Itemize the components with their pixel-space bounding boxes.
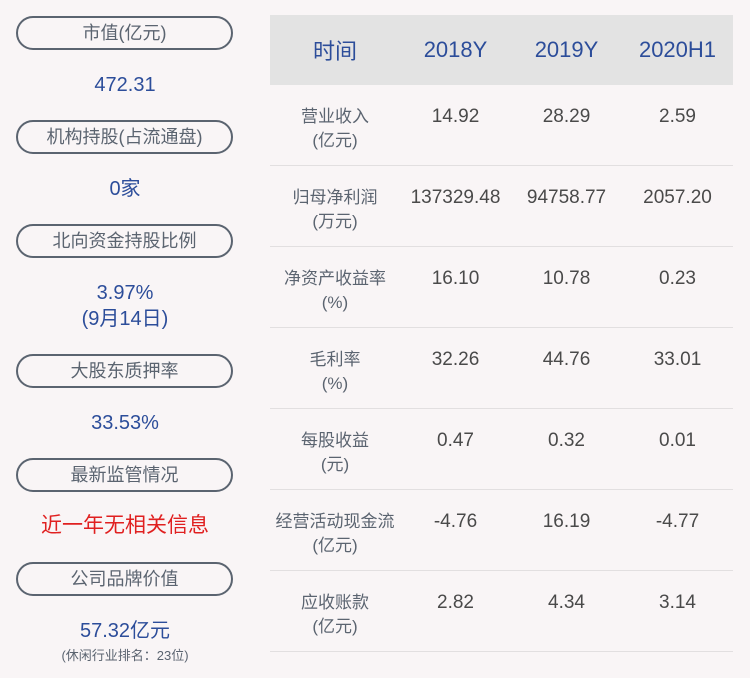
pledge-rate-value: 33.53% [91, 412, 159, 434]
cell-value: 2.82 [437, 592, 474, 613]
market-cap-value: 472.31 [94, 74, 156, 96]
market-cap-label: 市值(亿元) [16, 16, 233, 50]
table-row: 营业收入 (亿元) 14.92 28.29 2.59 [270, 85, 733, 166]
header-2018: 2018Y [423, 37, 488, 62]
metric-name: 应收账款 [301, 593, 369, 612]
cell-value: 32.26 [431, 349, 480, 370]
metric-unit: (万元) [312, 212, 358, 231]
table-row: 毛利率 (%) 32.26 44.76 33.01 [270, 328, 733, 409]
cell-value: 0.23 [659, 268, 696, 289]
northbound-ratio-value: 3.97% [96, 282, 154, 304]
northbound-ratio-label: 北向资金持股比例 [16, 224, 233, 258]
row-label: 净资产收益率 (%) [270, 247, 400, 327]
cell-value: 16.19 [542, 511, 591, 532]
institutional-holding-value: 0家 [109, 178, 141, 200]
cell-value: 33.01 [653, 349, 702, 370]
institutional-holding-label: 机构持股(占流通盘) [16, 120, 233, 154]
regulatory-status-label: 最新监管情况 [16, 458, 233, 492]
metric-name: 毛利率 [309, 350, 361, 369]
table-row: 归母净利润 (万元) 137329.48 94758.77 2057.20 [270, 166, 733, 247]
cell-value: -4.77 [655, 511, 700, 532]
metric-unit: (%) [321, 374, 349, 393]
pledge-rate-label: 大股东质押率 [16, 354, 233, 388]
cell-value: 3.14 [659, 592, 696, 613]
financial-table: 时间 2018Y 2019Y 2020H1 营业收入 (亿元) 14.92 28.29… [270, 15, 733, 652]
row-label: 毛利率 (%) [270, 328, 400, 408]
row-label: 归母净利润 (万元) [270, 166, 400, 246]
row-label: 每股收益 (元) [270, 409, 400, 489]
metric-unit: (亿元) [312, 536, 358, 555]
metric-name: 经营活动现金流 [275, 512, 395, 531]
cell-value: 10.78 [542, 268, 591, 289]
cell-value: 16.10 [431, 268, 480, 289]
row-label: 经营活动现金流 (亿元) [270, 490, 400, 570]
cell-value: 0.32 [548, 430, 585, 451]
metric-name: 每股收益 [301, 431, 369, 450]
metric-name: 归母净利润 [292, 188, 378, 207]
cell-value: 2.59 [659, 106, 696, 127]
row-label: 营业收入 (亿元) [270, 85, 400, 165]
metric-name: 净资产收益率 [284, 269, 386, 288]
cell-value: 2057.20 [643, 187, 712, 208]
header-time: 时间 [312, 39, 357, 64]
metric-unit: (亿元) [312, 131, 358, 150]
table-row: 经营活动现金流 (亿元) -4.76 16.19 -4.77 [270, 490, 733, 571]
row-label: 应收账款 (亿元) [270, 571, 400, 651]
table-row: 净资产收益率 (%) 16.10 10.78 0.23 [270, 247, 733, 328]
table-row: 应收账款 (亿元) 2.82 4.34 3.14 [270, 571, 733, 652]
brand-rank-note: (休闲行业排名：23位) [61, 648, 189, 663]
header-2019: 2019Y [534, 37, 599, 62]
cell-value: -4.76 [433, 511, 478, 532]
brand-value-value: 57.32亿元 [79, 620, 171, 642]
metric-unit: (%) [321, 293, 349, 312]
metric-unit: (元) [320, 455, 350, 474]
metric-name: 营业收入 [301, 107, 369, 126]
brand-value-label: 公司品牌价值 [16, 562, 233, 596]
cell-value: 94758.77 [526, 187, 607, 208]
cell-value: 44.76 [542, 349, 591, 370]
cell-value: 0.47 [437, 430, 474, 451]
cell-value: 28.29 [542, 106, 591, 127]
northbound-ratio-date: (9月14日) [81, 308, 169, 330]
table-row: 每股收益 (元) 0.47 0.32 0.01 [270, 409, 733, 490]
cell-value: 4.34 [548, 592, 585, 613]
regulatory-status-value: 近一年无相关信息 [41, 514, 209, 537]
header-2020h1: 2020H1 [638, 37, 717, 62]
cell-value: 0.01 [659, 430, 696, 451]
metric-unit: (亿元) [312, 617, 358, 636]
cell-value: 137329.48 [410, 187, 501, 208]
cell-value: 14.92 [431, 106, 480, 127]
table-header: 时间 2018Y 2019Y 2020H1 [270, 15, 733, 85]
